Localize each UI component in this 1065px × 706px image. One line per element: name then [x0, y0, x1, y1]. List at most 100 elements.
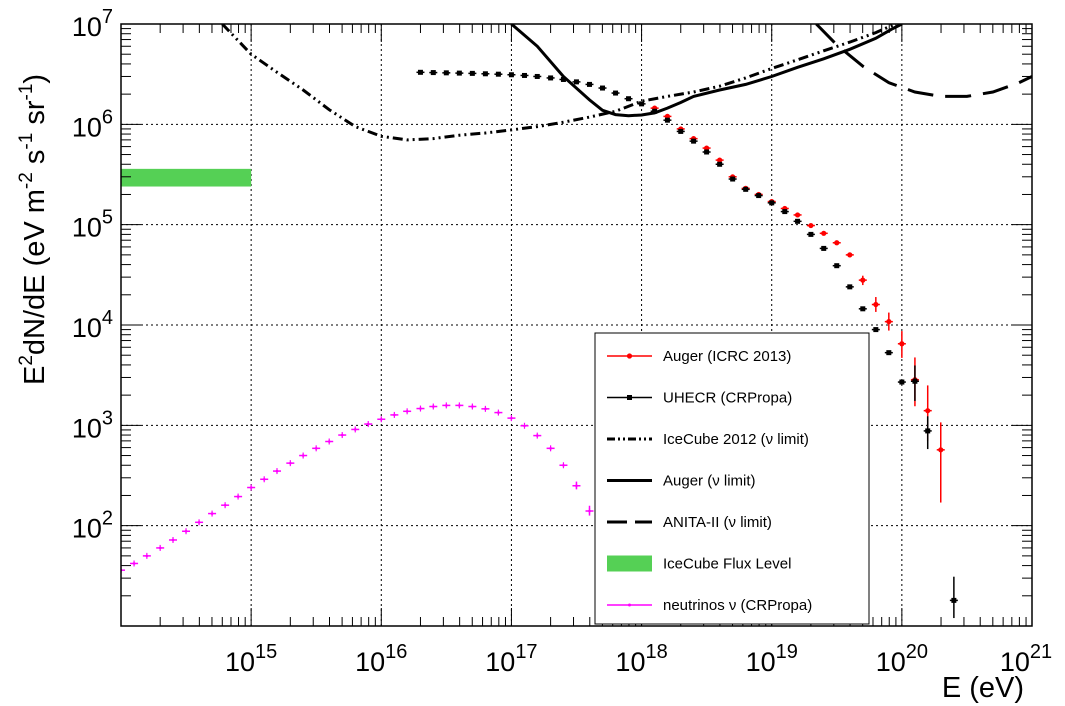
legend-entry: ANITA-II (ν limit)	[607, 514, 772, 531]
data-point	[260, 476, 269, 483]
data-point	[520, 72, 529, 78]
legend-label: UHECR (CRPropa)	[663, 390, 792, 407]
data-point	[897, 331, 906, 358]
data-point	[936, 422, 945, 503]
legend-label: Auger (ICRC 2013)	[663, 348, 791, 365]
data-point	[416, 405, 425, 412]
data-point	[702, 145, 711, 151]
data-point	[481, 71, 490, 77]
data-point	[312, 445, 321, 452]
data-point	[897, 379, 906, 385]
data-point	[741, 186, 750, 192]
data-point	[377, 416, 386, 423]
x-tick-label: 1017	[485, 641, 537, 677]
data-point	[494, 409, 503, 416]
legend-swatch	[607, 555, 652, 572]
data-point	[949, 576, 958, 619]
x-tick-label: 1016	[355, 641, 407, 677]
data-point	[169, 536, 178, 543]
icecube-flux-band	[121, 168, 252, 187]
legend-label: IceCube Flux Level	[663, 556, 791, 573]
data-point	[520, 422, 529, 429]
data-point	[650, 108, 659, 114]
data-point	[351, 426, 360, 433]
y-tick-label: 103	[72, 407, 113, 443]
data-point	[390, 411, 399, 418]
data-point	[806, 231, 815, 237]
data-point	[208, 510, 217, 517]
data-point	[624, 96, 633, 102]
x-tick-label: 1015	[225, 641, 277, 677]
data-point	[546, 445, 555, 452]
data-point	[364, 421, 373, 428]
data-point	[819, 245, 828, 251]
data-point	[130, 560, 139, 567]
limit-curves	[221, 24, 1032, 142]
data-point	[806, 222, 815, 229]
x-tick-label: 1021	[1000, 641, 1052, 677]
limit-curve	[510, 24, 903, 118]
data-point	[845, 284, 854, 290]
data-point	[234, 493, 243, 500]
grid	[121, 24, 1032, 626]
data-point	[715, 161, 724, 167]
data-point	[676, 128, 685, 134]
data-point	[559, 462, 568, 469]
legend-label: Auger (ν limit)	[663, 473, 756, 490]
data-point	[793, 212, 802, 218]
data-point	[871, 327, 880, 333]
legend-entry: IceCube Flux Level	[607, 555, 791, 573]
data-point	[611, 90, 620, 96]
data-point	[442, 70, 451, 76]
data-point	[585, 81, 594, 87]
data-point	[533, 432, 542, 439]
data-point	[429, 70, 438, 76]
data-point	[507, 415, 516, 422]
limit-curve	[815, 24, 1032, 98]
data-point	[884, 312, 893, 331]
data-point	[182, 528, 191, 535]
limit-curve	[221, 24, 896, 142]
data-point	[572, 481, 581, 490]
data-point	[832, 263, 841, 269]
legend-entry: Auger (ν limit)	[607, 473, 756, 490]
data-point	[923, 416, 932, 450]
y-tick-label: 105	[72, 207, 113, 243]
y-tick-label: 104	[72, 307, 113, 343]
data-point	[663, 117, 672, 123]
data-point	[403, 408, 412, 415]
data-point	[689, 138, 698, 144]
legend-entry: Auger (ICRC 2013)	[607, 348, 791, 365]
data-point	[546, 75, 555, 81]
data-point	[533, 73, 542, 79]
data-point	[338, 432, 347, 439]
data-point	[637, 101, 646, 107]
data-point	[871, 297, 880, 312]
data-point	[858, 306, 867, 312]
x-axis-title: E (eV)	[942, 672, 1024, 704]
legend-box	[594, 332, 870, 625]
legend-entry: IceCube 2012 (ν limit)	[607, 431, 809, 448]
data-point	[468, 403, 477, 410]
data-point	[468, 70, 477, 76]
data-point	[793, 218, 802, 224]
data-point	[481, 405, 490, 412]
data-point	[494, 71, 503, 77]
data-point	[325, 438, 334, 445]
x-tick-labels: 1015 1016 1017 1018 1019 1020 1021	[225, 641, 1052, 677]
legend-entry: UHECR (CRPropa)	[607, 390, 792, 407]
data-point	[702, 149, 711, 155]
data-point	[286, 460, 295, 467]
y-tick-label: 107	[72, 6, 113, 42]
y-axis-title: E2dN/dE (eV m-2 s-1 sr-1)	[16, 74, 51, 385]
x-tick-label: 1020	[876, 641, 928, 677]
data-point	[416, 69, 425, 75]
legend-label: ANITA-II (ν limit)	[663, 514, 772, 531]
data-point	[299, 452, 308, 459]
data-point	[767, 200, 776, 206]
y-tick-labels: 102 103 104 105 106 107	[72, 6, 113, 544]
icecube-flux-band-layer	[121, 168, 252, 187]
data-point	[247, 484, 256, 491]
data-point	[598, 85, 607, 91]
y-tick-label: 102	[72, 508, 113, 544]
